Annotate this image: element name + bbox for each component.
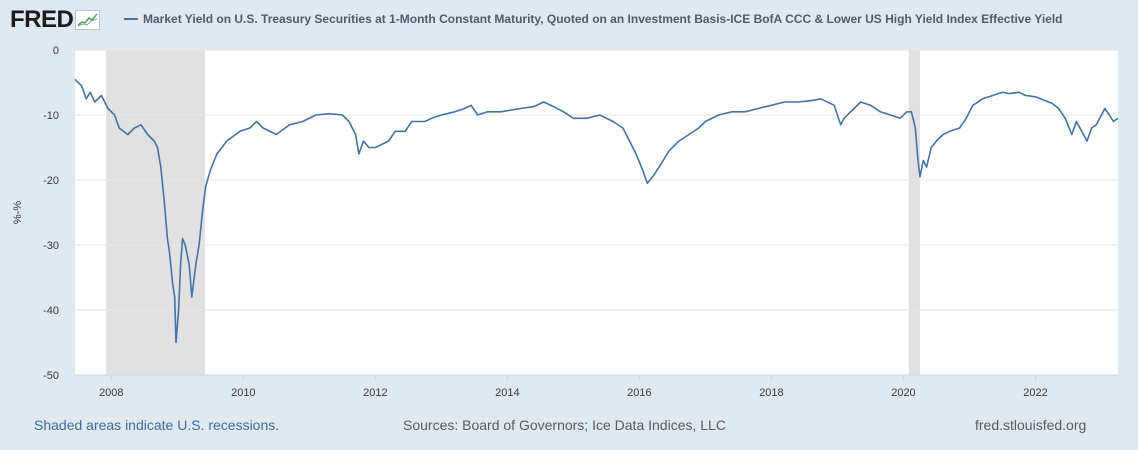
x-tick-label: 2016	[627, 387, 651, 399]
trend-graph-icon	[75, 10, 101, 30]
x-tick-label: 2008	[99, 387, 123, 399]
y-tick-label: 0	[53, 45, 59, 57]
x-tick-label: 2022	[1023, 387, 1047, 399]
y-tick-label: -30	[43, 240, 59, 252]
x-tick-label: 2012	[363, 387, 387, 399]
y-tick-label: -10	[43, 110, 59, 122]
y-tick-label: -50	[43, 370, 59, 382]
line-chart[interactable]: 0 -10 -20 -30 -40 -50 2008 2010 2012 2014 2016 2018…	[0, 40, 1138, 400]
recession-note[interactable]: Shaded areas indicate U.S. recessions.	[34, 417, 280, 433]
recession-band-0	[106, 50, 206, 375]
plot-background	[75, 50, 1118, 375]
fred-logo[interactable]: FRED	[10, 6, 101, 33]
recession-band-1	[908, 50, 920, 375]
chart-header: FRED Market Yield on U.S. Treasury Secur…	[0, 0, 1138, 40]
x-tick-label: 2018	[759, 387, 783, 399]
chart-legend[interactable]: Market Yield on U.S. Treasury Securities…	[124, 12, 1063, 26]
series-line-0	[74, 78, 1119, 344]
legend-series-label: Market Yield on U.S. Treasury Securities…	[143, 12, 1063, 26]
x-tick-label: 2014	[495, 387, 519, 399]
chart-area[interactable]: 0 -10 -20 -30 -40 -50 2008 2010 2012 2014 2016 2018…	[0, 40, 1138, 405]
x-tick-label: 2020	[891, 387, 915, 399]
y-axis-label: %-%	[12, 201, 24, 224]
sources-note: Sources: Board of Governors; Ice Data In…	[403, 417, 726, 433]
y-tick-label: -20	[43, 175, 59, 187]
fred-logo-text: FRED	[10, 6, 74, 33]
x-tick-label: 2010	[231, 387, 255, 399]
legend-series-swatch	[124, 18, 138, 20]
site-link[interactable]: fred.stlouisfed.org	[975, 417, 1087, 433]
y-tick-label: -40	[43, 305, 59, 317]
